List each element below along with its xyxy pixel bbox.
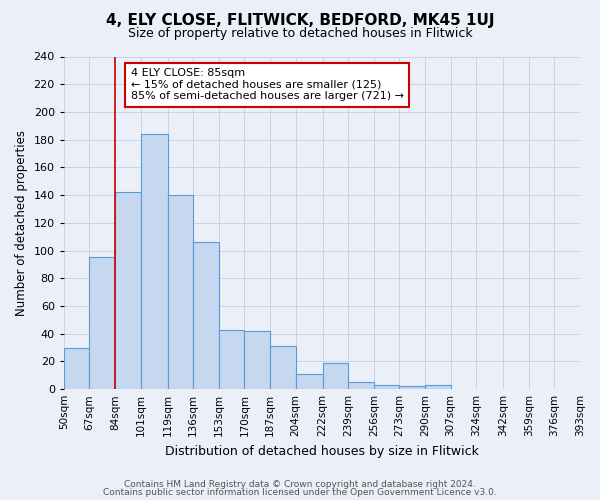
Text: Contains HM Land Registry data © Crown copyright and database right 2024.: Contains HM Land Registry data © Crown c…	[124, 480, 476, 489]
Bar	[89, 258, 115, 389]
Bar	[270, 346, 296, 389]
Bar	[425, 385, 451, 389]
Bar	[296, 374, 323, 389]
Bar	[140, 134, 167, 389]
Bar	[115, 192, 140, 389]
Bar	[400, 386, 425, 389]
Text: Size of property relative to detached houses in Flitwick: Size of property relative to detached ho…	[128, 28, 472, 40]
Bar	[244, 331, 270, 389]
Text: Contains public sector information licensed under the Open Government Licence v3: Contains public sector information licen…	[103, 488, 497, 497]
Bar	[219, 330, 244, 389]
Bar	[167, 195, 193, 389]
Y-axis label: Number of detached properties: Number of detached properties	[15, 130, 28, 316]
Bar	[193, 242, 219, 389]
Text: 4 ELY CLOSE: 85sqm
← 15% of detached houses are smaller (125)
85% of semi-detach: 4 ELY CLOSE: 85sqm ← 15% of detached hou…	[131, 68, 404, 102]
Bar	[323, 363, 348, 389]
Text: 4, ELY CLOSE, FLITWICK, BEDFORD, MK45 1UJ: 4, ELY CLOSE, FLITWICK, BEDFORD, MK45 1U…	[106, 12, 494, 28]
Bar	[374, 385, 400, 389]
Bar	[64, 348, 89, 389]
X-axis label: Distribution of detached houses by size in Flitwick: Distribution of detached houses by size …	[165, 444, 479, 458]
Bar	[348, 382, 374, 389]
